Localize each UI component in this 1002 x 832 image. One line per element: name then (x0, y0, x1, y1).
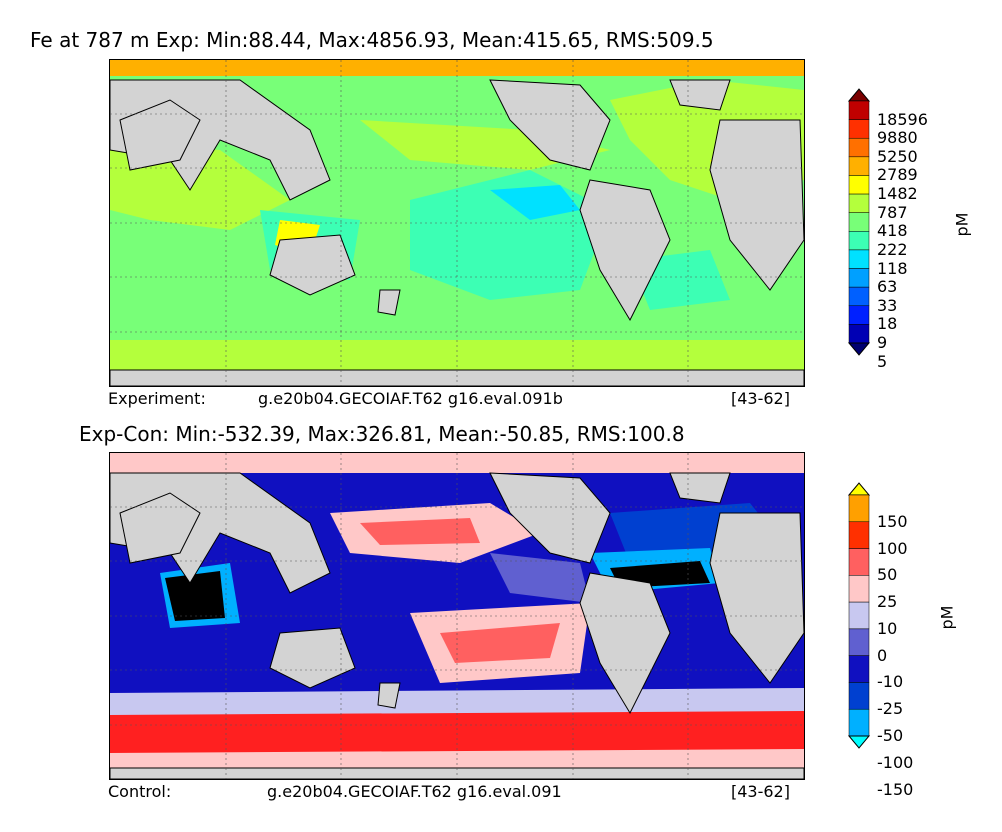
colorbar-experiment-svg (847, 88, 871, 356)
colorbar-bottom-extend (847, 735, 871, 749)
panel2-footer-mid: g.e20b04.GECOIAF.T62 g16.eval.091 (267, 782, 562, 801)
colorbar-bottom-extend (847, 342, 871, 356)
colorbar-swatch (848, 521, 870, 549)
panel1-title: Fe at 787 m Exp: Min:88.44, Max:4856.93,… (30, 28, 714, 52)
graticule (110, 60, 804, 386)
colorbar-tick-label: 100 (877, 538, 908, 558)
colorbar-tick-label: 2789 (877, 165, 918, 185)
panel2-footer-right: [43-62] (731, 782, 790, 801)
panel1-footer-left: Experiment: (108, 389, 206, 408)
colorbar-swatch (848, 494, 870, 523)
panel2-footer-left: Control: (108, 782, 172, 801)
colorbar-swatch (848, 212, 870, 232)
colorbar-difference-svg (847, 482, 871, 749)
colorbar-tick-label: 150 (877, 511, 908, 531)
colorbar-tick-label: 118 (877, 258, 908, 278)
colorbar-tick-label: 9 (877, 333, 888, 352)
colorbar-tick-label: 18596 (877, 109, 928, 129)
colorbar-tick-label: 222 (877, 239, 908, 259)
colorbar-tick-label: 18 (877, 314, 898, 334)
diff-io-black (165, 571, 225, 621)
colorbar-swatch (848, 137, 870, 158)
colorbar-swatch (848, 193, 870, 213)
colorbar-tick-label: 5 (877, 351, 888, 371)
colorbar-swatch (848, 156, 870, 176)
colorbar-swatch (848, 268, 870, 288)
colorbar-swatch (848, 286, 870, 307)
colorbar-tick-label: 10 (877, 618, 898, 638)
colorbar-tick-label: 418 (877, 221, 908, 241)
colorbar-swatch (848, 548, 870, 576)
panel2-title: Exp-Con: Min:-532.39, Max:326.81, Mean:-… (79, 422, 685, 446)
colorbar-tick-label: -50 (877, 726, 904, 745)
colorbar-tick-label: 33 (877, 295, 898, 315)
colorbar-tick-label: 1482 (877, 184, 918, 204)
colorbar-swatch (848, 628, 870, 656)
colorbar-swatch (848, 708, 870, 737)
colorbar-swatch (848, 324, 870, 344)
colorbar-tick-label: 5250 (877, 146, 918, 166)
colorbar-swatch (848, 119, 870, 139)
colorbar-tick-label: -100 (877, 752, 914, 772)
colorbar-swatch (848, 305, 870, 325)
colorbar-tick-label: 25 (877, 592, 898, 612)
colorbar-swatch (848, 682, 870, 710)
panel2-unit: pM (937, 605, 957, 630)
colorbar-top-extend (847, 482, 871, 496)
colorbar-swatch (848, 231, 870, 251)
colorbar-swatch (848, 601, 870, 630)
diff-npac-salmon (360, 518, 480, 545)
colorbar-tick-label: 787 (877, 202, 908, 222)
diff-pac-light (490, 553, 590, 603)
panel1-footer-mid: g.e20b04.GECOIAF.T62 g16.eval.091b (258, 389, 563, 408)
arctic-band (110, 60, 804, 76)
colorbar-swatch (848, 249, 870, 269)
colorbar-tick-label: -25 (877, 699, 904, 719)
colorbar-swatch (848, 655, 870, 683)
colorbar-difference (847, 482, 871, 749)
colorbar-tick-label: 50 (877, 565, 898, 585)
experiment-map-svg (110, 60, 804, 386)
pacific-lowest (490, 185, 580, 220)
diff-spac-salmon (440, 623, 560, 663)
panel1-unit: pM (952, 212, 972, 237)
colorbar-swatch (848, 100, 870, 120)
colorbar-tick-label: 9880 (877, 128, 918, 148)
colorbar-tick-label: -150 (877, 779, 914, 799)
colorbar-swatch (848, 575, 870, 603)
panel1-footer-right: [43-62] (731, 389, 790, 408)
difference-map (109, 452, 805, 780)
colorbar-experiment (847, 88, 871, 356)
colorbar-tick-label: 63 (877, 277, 898, 297)
experiment-map (109, 59, 805, 387)
diff-graticule (110, 453, 804, 779)
colorbar-tick-label: 0 (877, 645, 888, 665)
colorbar-tick-label: -10 (877, 672, 904, 692)
land-experiment (110, 79, 804, 386)
colorbar-top-extend (847, 88, 871, 102)
colorbar-swatch (848, 175, 870, 195)
difference-map-svg (110, 453, 804, 779)
